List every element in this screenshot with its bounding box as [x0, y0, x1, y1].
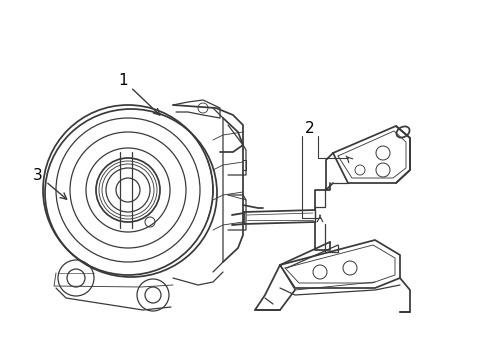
Text: 2: 2 [305, 121, 314, 135]
Text: 1: 1 [118, 72, 160, 115]
Text: 3: 3 [33, 167, 66, 199]
